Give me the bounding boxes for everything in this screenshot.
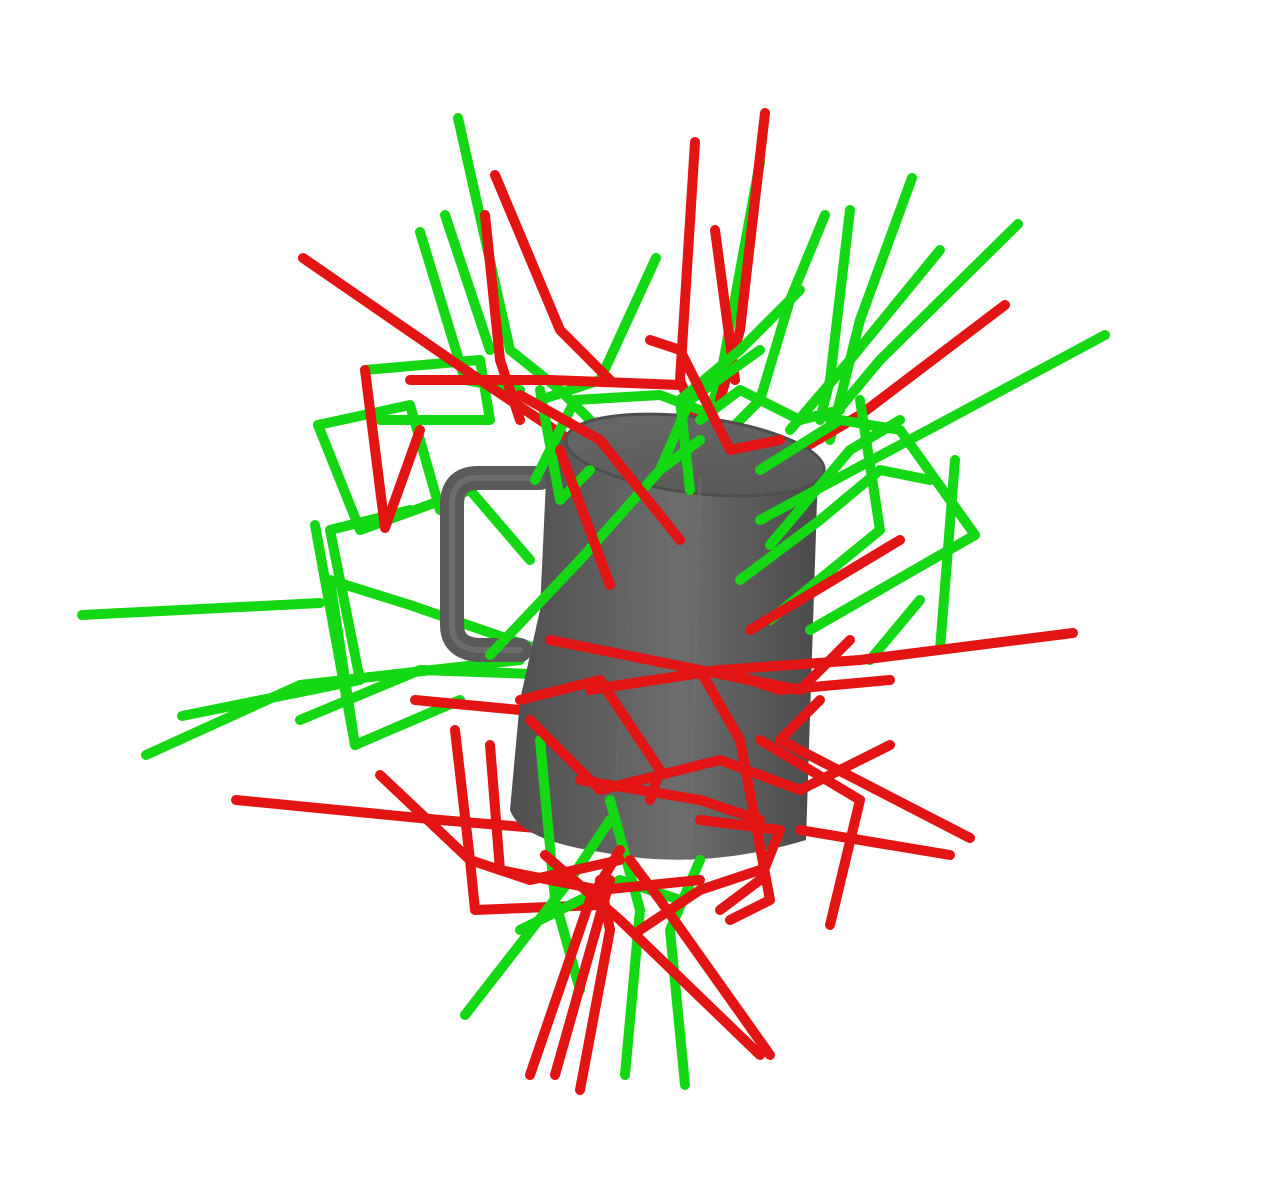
grasp-success bbox=[313, 420, 535, 565]
grasp-success bbox=[295, 665, 565, 725]
grasp-success bbox=[755, 415, 980, 540]
grasp-success bbox=[735, 465, 935, 585]
grasp-failure bbox=[360, 365, 425, 533]
grasp-failure bbox=[645, 335, 785, 455]
grasp-success bbox=[825, 219, 1023, 425]
grasp-success bbox=[825, 173, 917, 445]
grasp-failure bbox=[405, 375, 685, 390]
grasp-failure bbox=[525, 715, 895, 795]
grasp-failure bbox=[575, 775, 765, 825]
grasp-success bbox=[605, 795, 645, 1080]
grasp-success bbox=[77, 598, 325, 620]
grasp-failure bbox=[585, 665, 895, 695]
grasp-success bbox=[695, 385, 845, 425]
grasp-failure bbox=[745, 535, 905, 635]
grasp-success bbox=[440, 210, 495, 355]
grasp-success bbox=[177, 505, 415, 721]
grasp-failure bbox=[775, 695, 975, 843]
grasp-failure bbox=[490, 170, 615, 385]
grasp-success bbox=[530, 390, 705, 485]
grasp-failure bbox=[755, 735, 865, 930]
grasp-success bbox=[865, 595, 925, 665]
grasp-failure bbox=[515, 675, 665, 805]
grasp-failure bbox=[555, 445, 615, 590]
grasp-success bbox=[310, 520, 465, 750]
grasp-failure bbox=[540, 850, 765, 1060]
grasp-failure bbox=[480, 210, 525, 425]
grasp-failure bbox=[231, 795, 565, 835]
grasp-failure bbox=[575, 875, 615, 1095]
mug-handle-highlight bbox=[449, 475, 543, 653]
grasp-failure bbox=[795, 825, 955, 860]
grasp-success bbox=[360, 355, 495, 425]
grasp-failure bbox=[695, 815, 785, 915]
grasp-failure bbox=[525, 845, 625, 1080]
grasp-failure bbox=[550, 875, 615, 1080]
grasp-success bbox=[485, 435, 705, 660]
grasp-failure bbox=[635, 865, 765, 935]
grasp-failure bbox=[675, 137, 705, 435]
grasp-layer-front bbox=[450, 285, 1110, 1095]
grasp-success bbox=[313, 400, 445, 515]
grasp-failure bbox=[515, 390, 685, 545]
grasp-success bbox=[655, 345, 765, 475]
grasp-success bbox=[785, 245, 945, 435]
grasp-failure bbox=[375, 770, 605, 915]
grasp-failure bbox=[695, 665, 775, 925]
grasp-success bbox=[535, 385, 595, 505]
grasp-success bbox=[805, 530, 980, 635]
grasp-failure bbox=[625, 855, 775, 1060]
grasp-success bbox=[765, 415, 905, 550]
grasp-success bbox=[675, 285, 805, 495]
